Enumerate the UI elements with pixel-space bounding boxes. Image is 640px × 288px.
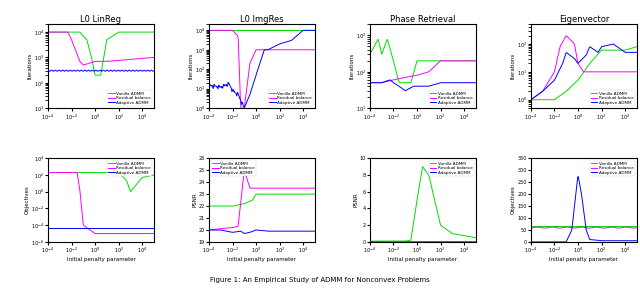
Y-axis label: Iterations: Iterations — [188, 53, 193, 79]
Y-axis label: PSNR: PSNR — [192, 193, 197, 207]
Legend: Vanilla ADMM, Residual balance, Adaptive ADMM: Vanilla ADMM, Residual balance, Adaptive… — [429, 160, 474, 176]
Title: L0 ImgRes: L0 ImgRes — [240, 15, 284, 24]
X-axis label: Initial penalty parameter: Initial penalty parameter — [388, 257, 458, 262]
Y-axis label: Objectives: Objectives — [24, 186, 29, 215]
Legend: Vanilla ADMM, Residual balance, Adaptive ADMM: Vanilla ADMM, Residual balance, Adaptive… — [268, 90, 313, 106]
X-axis label: Initial penalty parameter: Initial penalty parameter — [549, 257, 618, 262]
Y-axis label: Objectives: Objectives — [511, 186, 516, 215]
Title: Eigenvector: Eigenvector — [559, 15, 609, 24]
Legend: Vanilla ADMM, Residual balance, Adaptive ADMM: Vanilla ADMM, Residual balance, Adaptive… — [590, 90, 635, 106]
Title: Phase Retrieval: Phase Retrieval — [390, 15, 456, 24]
Y-axis label: Iterations: Iterations — [28, 53, 32, 79]
Title: L0 LinReg: L0 LinReg — [81, 15, 122, 24]
Y-axis label: Iterations: Iterations — [510, 53, 515, 79]
X-axis label: Initial penalty parameter: Initial penalty parameter — [67, 257, 136, 262]
Legend: Vanilla ADMM, Residual balance, Adaptive ADMM: Vanilla ADMM, Residual balance, Adaptive… — [107, 160, 152, 176]
Text: Figure 1: An Empirical Study of ADMM for Nonconvex Problems: Figure 1: An Empirical Study of ADMM for… — [210, 277, 430, 283]
Legend: Vanilla ADMM, Residual balance, Adaptive ADMM: Vanilla ADMM, Residual balance, Adaptive… — [211, 160, 256, 176]
Legend: Vanilla ADMM, Residual balance, Adaptive ADMM: Vanilla ADMM, Residual balance, Adaptive… — [590, 160, 635, 176]
Y-axis label: PSNR: PSNR — [353, 193, 358, 207]
Legend: Vanilla ADMM, Residual balance, Adaptive ADMM: Vanilla ADMM, Residual balance, Adaptive… — [107, 90, 152, 106]
Y-axis label: Iterations: Iterations — [349, 53, 355, 79]
X-axis label: Initial penalty parameter: Initial penalty parameter — [227, 257, 296, 262]
Legend: Vanilla ADMM, Residual balance, Adaptive ADMM: Vanilla ADMM, Residual balance, Adaptive… — [429, 90, 474, 106]
